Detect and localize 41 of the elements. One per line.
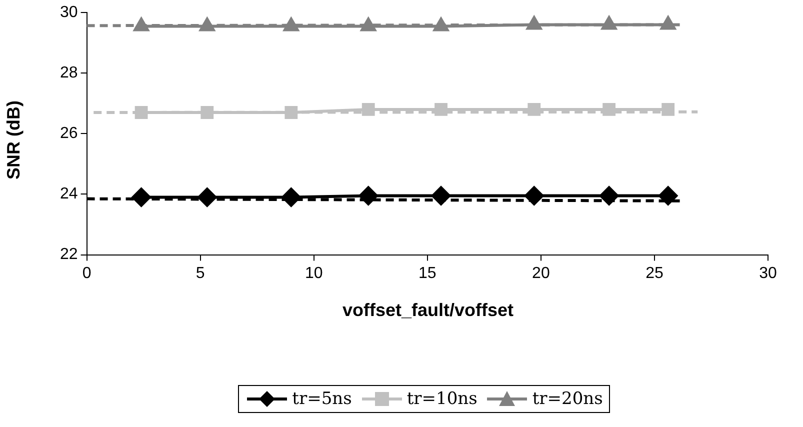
legend-label: tr=5ns: [292, 389, 352, 409]
point: [282, 188, 301, 207]
y-tick-label: 30: [60, 4, 78, 22]
x-tick-label: 25: [646, 264, 664, 282]
point: [200, 18, 215, 32]
point: [358, 186, 378, 206]
x-tick-label: 20: [532, 264, 550, 282]
point: [134, 106, 148, 119]
point: [524, 186, 544, 206]
point: [132, 188, 151, 207]
point: [284, 106, 298, 119]
point: [284, 18, 299, 32]
point: [660, 16, 676, 30]
y-tick-label: 28: [60, 64, 78, 82]
x-tick-label: 15: [418, 264, 436, 282]
y-tick-label: 24: [60, 186, 78, 203]
legend-label: tr=10ns: [406, 389, 478, 409]
point: [198, 188, 217, 207]
point: [526, 16, 542, 30]
legend-label: tr=20ns: [532, 389, 603, 409]
y-tick-label: 26: [60, 125, 78, 142]
point: [360, 18, 376, 32]
y-tick-label: 22: [60, 246, 78, 264]
point: [602, 103, 616, 116]
point: [662, 103, 675, 116]
point: [658, 186, 678, 206]
point: [433, 18, 449, 32]
x-axis-title: voffset_fault/voffset: [342, 300, 514, 321]
point: [134, 18, 149, 32]
x-tick-label: 10: [304, 264, 323, 282]
point: [600, 186, 619, 206]
x-tick-label: 30: [759, 264, 777, 282]
x-tick-label: 5: [196, 264, 205, 282]
point: [601, 16, 617, 30]
point: [432, 186, 451, 206]
point: [434, 103, 448, 116]
y-axis-title: SNR (dB): [4, 100, 24, 180]
point: [362, 103, 375, 116]
point: [200, 106, 214, 119]
x-tick-label: 0: [82, 264, 92, 282]
point: [528, 103, 541, 116]
